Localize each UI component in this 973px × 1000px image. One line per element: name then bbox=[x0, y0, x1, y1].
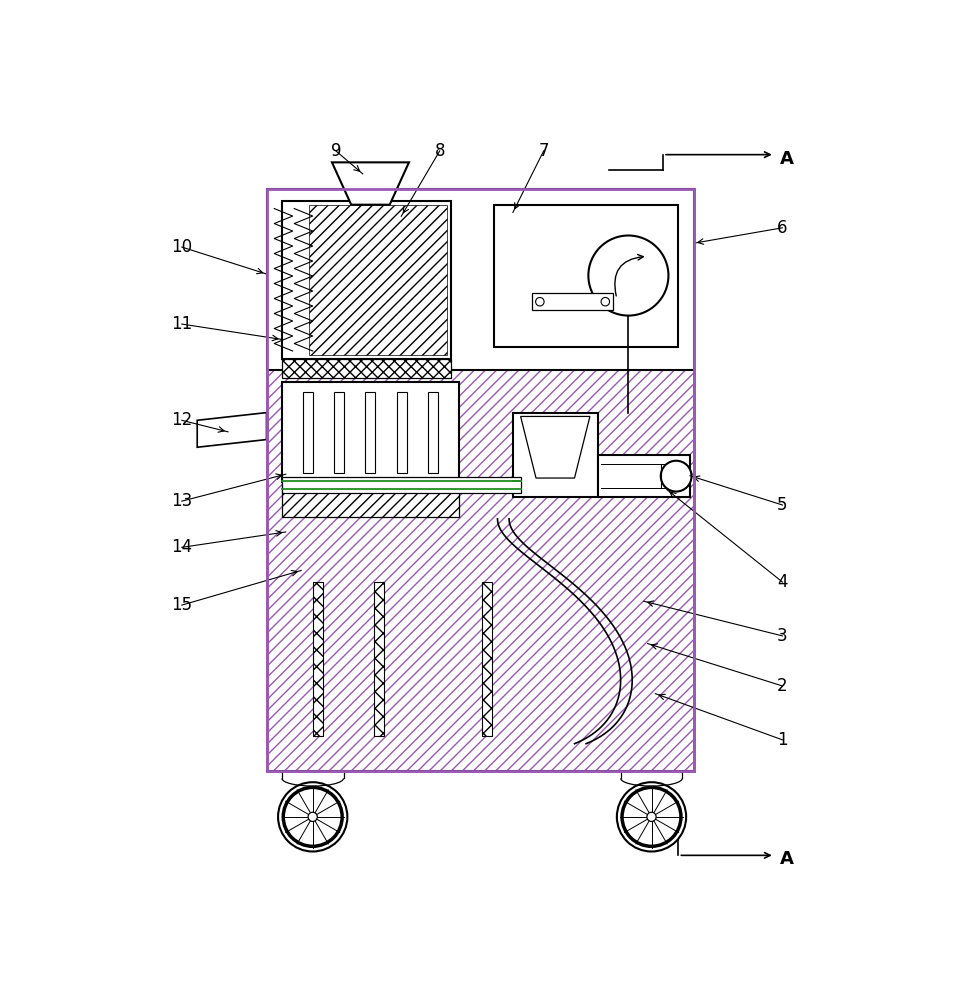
Text: 13: 13 bbox=[171, 492, 193, 510]
Bar bbox=[397, 392, 407, 473]
Circle shape bbox=[647, 812, 656, 821]
Bar bbox=[282, 382, 459, 482]
Bar bbox=[366, 392, 376, 473]
Bar bbox=[375, 582, 384, 736]
Bar bbox=[428, 392, 438, 473]
Text: A: A bbox=[780, 149, 794, 167]
Bar bbox=[267, 189, 694, 771]
Text: A: A bbox=[780, 850, 794, 868]
Bar bbox=[267, 189, 694, 370]
Text: 3: 3 bbox=[777, 627, 788, 645]
Bar bbox=[482, 582, 492, 736]
Bar bbox=[282, 359, 451, 378]
Circle shape bbox=[308, 812, 317, 821]
Text: 6: 6 bbox=[777, 219, 788, 237]
Text: 10: 10 bbox=[171, 238, 193, 256]
Text: 14: 14 bbox=[171, 538, 193, 556]
Bar bbox=[282, 477, 521, 493]
Text: 12: 12 bbox=[171, 411, 193, 429]
Bar bbox=[303, 392, 313, 473]
Text: 5: 5 bbox=[777, 496, 788, 514]
Polygon shape bbox=[198, 413, 267, 447]
Text: 15: 15 bbox=[171, 596, 193, 614]
Bar bbox=[267, 189, 694, 771]
Bar bbox=[532, 293, 613, 310]
Bar bbox=[282, 482, 459, 517]
Bar bbox=[335, 392, 344, 473]
Circle shape bbox=[535, 297, 544, 306]
Polygon shape bbox=[521, 416, 590, 478]
Text: 1: 1 bbox=[777, 731, 788, 749]
Bar bbox=[513, 413, 597, 497]
Text: 7: 7 bbox=[538, 142, 549, 160]
Circle shape bbox=[589, 235, 668, 316]
Text: 11: 11 bbox=[171, 315, 193, 333]
Bar bbox=[597, 455, 690, 497]
Circle shape bbox=[601, 297, 609, 306]
Polygon shape bbox=[332, 162, 409, 205]
Bar bbox=[282, 201, 451, 359]
Bar bbox=[308, 205, 448, 355]
Text: 8: 8 bbox=[435, 142, 445, 160]
Text: 2: 2 bbox=[777, 677, 788, 695]
Bar bbox=[493, 205, 678, 347]
Circle shape bbox=[278, 782, 347, 852]
Text: 4: 4 bbox=[777, 573, 788, 591]
Circle shape bbox=[661, 461, 692, 492]
Circle shape bbox=[617, 782, 686, 852]
Text: 9: 9 bbox=[331, 142, 342, 160]
Bar bbox=[312, 582, 323, 736]
